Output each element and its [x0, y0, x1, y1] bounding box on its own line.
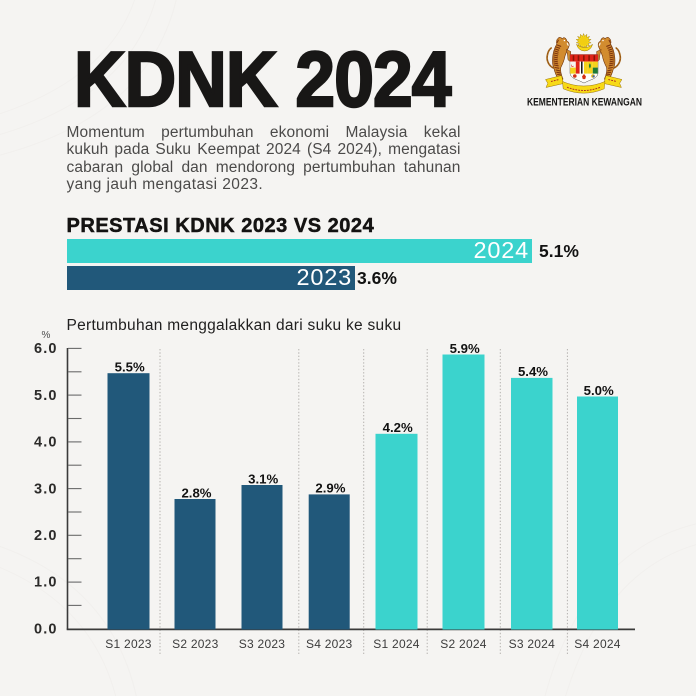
svg-text:3.1%: 3.1% — [248, 471, 278, 486]
svg-text:5.4%: 5.4% — [518, 364, 548, 379]
svg-text:4.0: 4.0 — [34, 435, 57, 451]
svg-text:4.2%: 4.2% — [383, 420, 413, 435]
svg-text:S1 2024: S1 2024 — [373, 637, 420, 651]
svg-text:2.8%: 2.8% — [181, 485, 211, 500]
svg-text:2.0: 2.0 — [34, 528, 57, 544]
svg-text:%: % — [42, 330, 51, 341]
svg-text:S3 2024: S3 2024 — [509, 637, 556, 651]
svg-text:1.0: 1.0 — [34, 575, 57, 591]
svg-text:5.0: 5.0 — [34, 388, 57, 404]
svg-text:3.0: 3.0 — [34, 481, 57, 497]
svg-text:S3 2023: S3 2023 — [239, 637, 286, 651]
svg-text:5.9%: 5.9% — [450, 341, 480, 356]
svg-text:S4 2023: S4 2023 — [306, 637, 353, 651]
svg-text:5.0%: 5.0% — [584, 383, 614, 398]
svg-text:S4 2024: S4 2024 — [574, 637, 621, 651]
svg-text:6.0: 6.0 — [34, 341, 57, 357]
svg-text:2.9%: 2.9% — [315, 481, 345, 496]
svg-text:S2 2023: S2 2023 — [172, 637, 219, 651]
svg-text:5.5%: 5.5% — [115, 360, 145, 375]
svg-text:KEMENTERIAN KEWANGAN: KEMENTERIAN KEWANGAN — [527, 97, 642, 109]
svg-text:S1 2023: S1 2023 — [105, 637, 152, 651]
svg-text:0.0: 0.0 — [34, 621, 57, 637]
svg-text:S2 2024: S2 2024 — [440, 637, 487, 651]
